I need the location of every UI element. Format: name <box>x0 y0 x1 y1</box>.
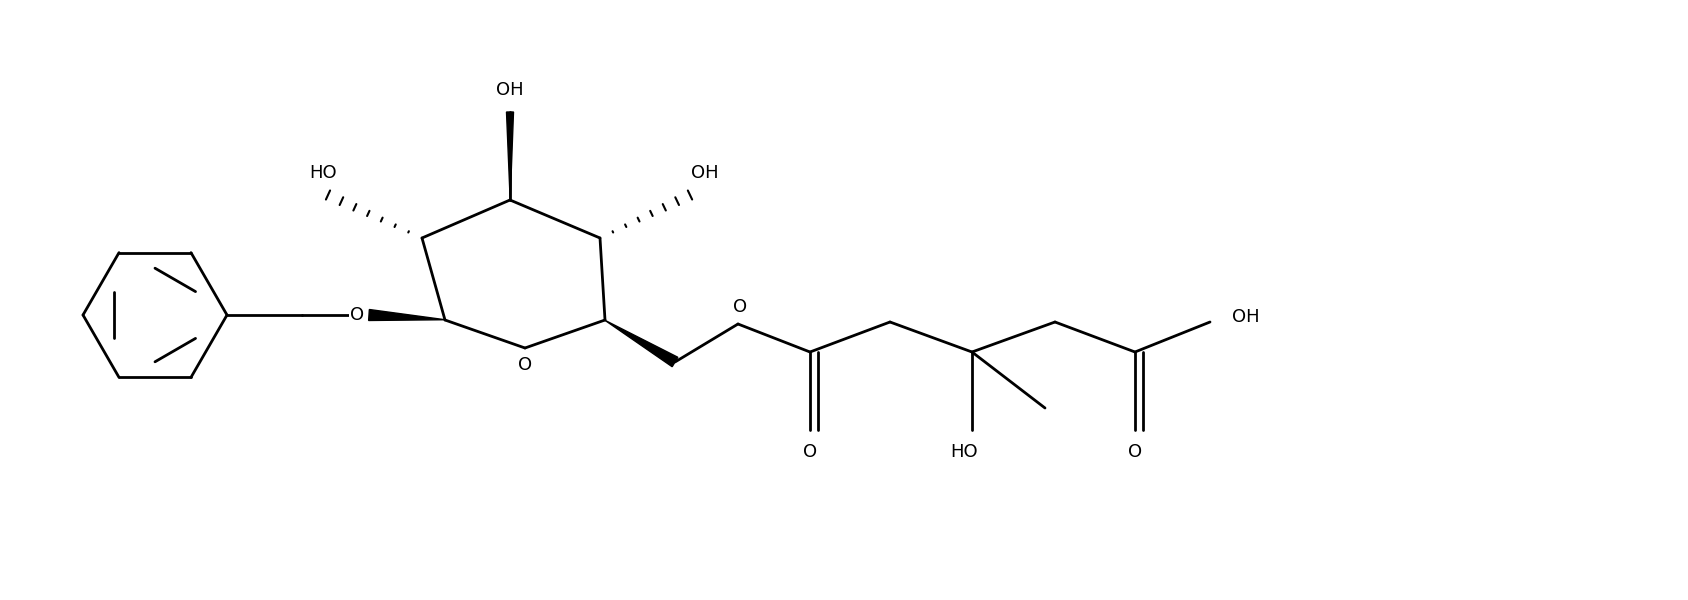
Text: HO: HO <box>309 164 338 182</box>
Text: OH: OH <box>496 81 523 99</box>
Polygon shape <box>506 112 513 200</box>
Text: O: O <box>1128 443 1143 461</box>
Polygon shape <box>368 310 446 320</box>
Text: O: O <box>518 356 532 374</box>
Text: O: O <box>349 306 365 324</box>
Polygon shape <box>604 320 679 367</box>
Text: O: O <box>733 298 748 316</box>
Text: OH: OH <box>1232 308 1259 326</box>
Text: HO: HO <box>950 443 977 461</box>
Text: OH: OH <box>690 164 719 182</box>
Text: O: O <box>803 443 817 461</box>
